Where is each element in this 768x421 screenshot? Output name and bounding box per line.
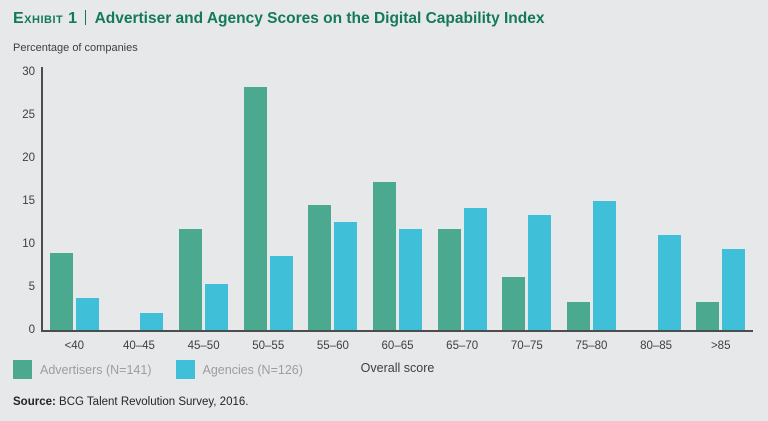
y-axis-note: Percentage of companies — [13, 42, 138, 54]
bar-advertisers-<40 — [49, 252, 73, 330]
legend-item-agencies: Agencies (N=126) — [175, 360, 303, 379]
exhibit-header: Exhibit 1 Advertiser and Agency Scores on… — [13, 10, 544, 28]
bar-agencies-65–70 — [463, 207, 487, 330]
bar-group-80–85 — [624, 72, 689, 330]
y-axis-line — [41, 67, 43, 331]
x-label-50–55: 50–55 — [252, 340, 285, 352]
x-label-55–60: 55–60 — [316, 340, 349, 352]
x-label-45–50: 45–50 — [187, 340, 220, 352]
bar-advertisers-65–70 — [437, 228, 461, 330]
bar-agencies-60–65 — [399, 228, 423, 330]
x-label-60–65: 60–65 — [381, 340, 414, 352]
bar-group-55–60 — [301, 72, 366, 330]
x-label-<40: <40 — [64, 340, 85, 352]
y-tick-25: 25 — [22, 109, 35, 121]
bar-group-50–55 — [236, 72, 301, 330]
legend-swatch-icon — [175, 360, 195, 379]
page-title: Advertiser and Agency Scores on the Digi… — [94, 10, 545, 27]
bar-group-70–75 — [494, 72, 559, 330]
legend-item-advertisers: Advertisers (N=141) — [13, 360, 152, 379]
bar-advertisers-70–75 — [502, 276, 526, 330]
bar-agencies-55–60 — [334, 221, 358, 330]
x-axis-labels: <40 40–45 45–50 50–55 55–60 60–65 65–70 70–75 75… — [42, 340, 753, 352]
bar-group-<40 — [42, 72, 107, 330]
bar-advertisers-60–65 — [373, 182, 397, 330]
bar-group->85 — [688, 72, 753, 330]
bar-advertisers-50–55 — [243, 86, 267, 330]
bar-agencies-50–55 — [269, 256, 293, 330]
title-separator — [84, 10, 86, 25]
x-axis-title: Overall score — [360, 361, 435, 375]
y-tick-20: 20 — [22, 152, 35, 164]
bar-groups — [42, 72, 753, 330]
x-label-75–80: 75–80 — [575, 340, 608, 352]
x-label-40–45: 40–45 — [122, 340, 155, 352]
bar-chart-plot-area — [42, 72, 753, 330]
bar-group-60–65 — [365, 72, 430, 330]
legend-label: Agencies (N=126) — [202, 362, 303, 377]
bar-group-45–50 — [171, 72, 236, 330]
bar-agencies-<40 — [75, 298, 99, 330]
bar-agencies-45–50 — [205, 284, 229, 330]
bar-advertisers-55–60 — [308, 205, 332, 330]
source-note: Source: BCG Talent Revolution Survey, 20… — [13, 396, 248, 408]
source-text: BCG Talent Revolution Survey, 2016. — [55, 396, 249, 408]
bar-agencies-70–75 — [528, 214, 552, 330]
bar-agencies->85 — [722, 249, 746, 330]
bar-group-75–80 — [559, 72, 624, 330]
x-axis-line — [41, 330, 753, 332]
legend-label: Advertisers (N=141) — [40, 362, 152, 377]
bar-advertisers-45–50 — [179, 228, 203, 330]
bar-agencies-80–85 — [657, 235, 681, 330]
bar-agencies-75–80 — [592, 201, 616, 330]
x-label-65–70: 65–70 — [446, 340, 479, 352]
y-tick-10: 10 — [22, 238, 35, 250]
bar-group-40–45 — [107, 72, 172, 330]
x-label-80–85: 80–85 — [640, 340, 673, 352]
x-label->85: >85 — [710, 340, 731, 352]
bar-group-65–70 — [430, 72, 495, 330]
y-tick-15: 15 — [22, 195, 35, 207]
bar-advertisers-75–80 — [566, 301, 590, 330]
bar-agencies-40–45 — [140, 312, 164, 330]
x-label-70–75: 70–75 — [510, 340, 543, 352]
y-tick-5: 5 — [28, 281, 35, 293]
bar-advertisers->85 — [696, 301, 720, 330]
y-tick-0: 0 — [28, 324, 35, 336]
legend-swatch-icon — [13, 360, 32, 379]
exhibit-label: Exhibit 1 — [13, 10, 78, 27]
y-tick-30: 30 — [22, 66, 35, 78]
source-label: Source: — [13, 396, 56, 408]
chart-legend: Advertisers (N=141) Agencies (N=126) — [13, 360, 327, 379]
